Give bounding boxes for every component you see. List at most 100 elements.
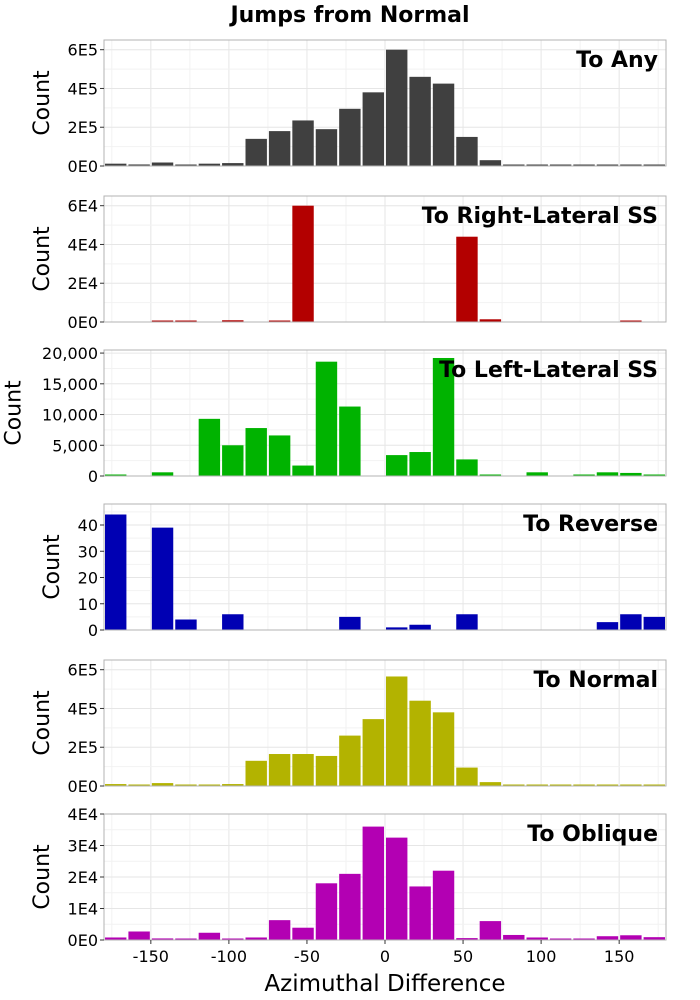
histogram-bar [620,935,642,940]
x-axis: -150 -100 -50 0 50 100 150 [133,940,635,966]
x-tick-label: 150 [604,947,635,966]
histogram-bar [620,164,642,166]
histogram-bar [573,474,595,476]
histogram-bar [175,164,197,166]
x-tick-label: -50 [294,947,320,966]
histogram-bar [386,627,408,630]
histogram-bar [643,616,665,630]
histogram-bar [479,319,502,322]
panel-5: 0E0 2E5 4E5 6E5 Count To Normal [30,659,667,796]
y-tick-label: 0E0 [68,157,98,176]
y-tick-label: 6E4 [68,197,98,216]
panel-title: To Normal [533,668,658,693]
histogram-bar [128,164,150,166]
histogram-bar [596,622,619,630]
histogram-bar [409,76,431,166]
histogram-bar [339,616,361,630]
y-tick-label: 2E5 [68,738,98,757]
histogram-bar [315,755,338,786]
histogram-bar [503,934,525,940]
histogram-bar [432,83,455,166]
panel-1: 0E0 2E5 4E5 6E5 Count To Any [30,39,667,176]
y-tick-label: 0 [88,467,98,486]
histogram-bar [222,938,244,940]
histogram-bar [151,162,174,166]
histogram-bar [456,136,478,166]
panel-6: 0E0 1E4 2E4 3E4 4E4 Count To Oblique [30,805,667,950]
y-tick-label: 4E5 [68,699,98,718]
panel-4: 0 10 20 30 40 Count To Reverse [40,503,667,640]
histogram-bar [549,164,572,166]
y-tick-label: 0 [88,621,98,640]
histogram-bar [222,445,244,476]
histogram-bar [596,784,619,786]
histogram-bar [339,735,361,786]
y-tick-label: 1E4 [68,900,98,919]
x-tick-label: 100 [526,947,557,966]
histogram-bar [479,474,502,476]
panel-title: To Right-Lateral SS [422,204,658,229]
histogram-bar [362,719,384,786]
histogram-bar [362,92,384,166]
panel-title: To Oblique [527,822,658,847]
histogram-bar [175,784,197,786]
histogram-bar [198,418,221,476]
y-tick-label: 4E5 [68,79,98,98]
y-axis-label: Count [1,380,26,446]
histogram-bar [596,164,619,166]
y-tick-label: 2E4 [68,868,98,887]
histogram-bar [596,472,619,476]
histogram-bar [526,472,548,476]
histogram-bar [432,712,455,786]
histogram-bar [573,938,595,940]
histogram-bar [105,474,127,476]
histogram-bar [315,883,338,940]
y-tick-label: 6E5 [68,41,98,60]
histogram-bar [222,163,244,166]
histogram-bar [198,163,221,166]
histogram-bar [292,120,314,166]
histogram-bar [128,784,150,786]
histogram-bar [643,164,665,166]
histogram-bar [292,927,314,940]
y-tick-label: 20,000 [42,344,98,363]
histogram-bar [268,131,291,166]
y-tick-label: 2E4 [68,274,98,293]
histogram-bar [268,435,291,476]
histogram-bar [456,459,478,476]
histogram-bar [456,236,478,322]
y-tick-label: 2E5 [68,118,98,137]
histogram-bar [245,760,267,786]
x-tick-label: -100 [211,947,247,966]
y-tick-label: 0E0 [68,931,98,950]
histogram-bar [386,455,408,476]
histogram-bar [222,614,244,630]
y-tick-label: 6E5 [68,661,98,680]
histogram-bar [456,767,478,786]
histogram-bar [409,452,431,476]
histogram-bar [339,406,361,476]
histogram-bar [268,320,291,322]
histogram-bar [432,357,455,476]
histogram-bar [175,938,197,940]
histogram-bar [526,164,548,166]
panel-title: To Reverse [523,512,658,537]
histogram-bar [386,676,408,786]
histogram-bar [386,49,408,166]
histogram-bar [456,938,478,940]
panel-border [103,503,667,631]
histogram-bar [503,164,525,166]
histogram-bar [292,754,314,786]
histogram-bar [643,784,665,786]
histogram-bar [362,826,384,940]
histogram-bar [292,205,314,322]
y-axis-label: Count [30,690,55,756]
panel-border [103,39,667,167]
histogram-bar [245,138,267,166]
x-tick-label: 0 [380,947,390,966]
y-tick-label: 3E4 [68,837,98,856]
y-tick-label: 5,000 [52,436,98,455]
y-axis-label: Count [30,70,55,136]
histogram-bar [151,938,174,940]
y-tick-label: 30 [78,542,98,561]
